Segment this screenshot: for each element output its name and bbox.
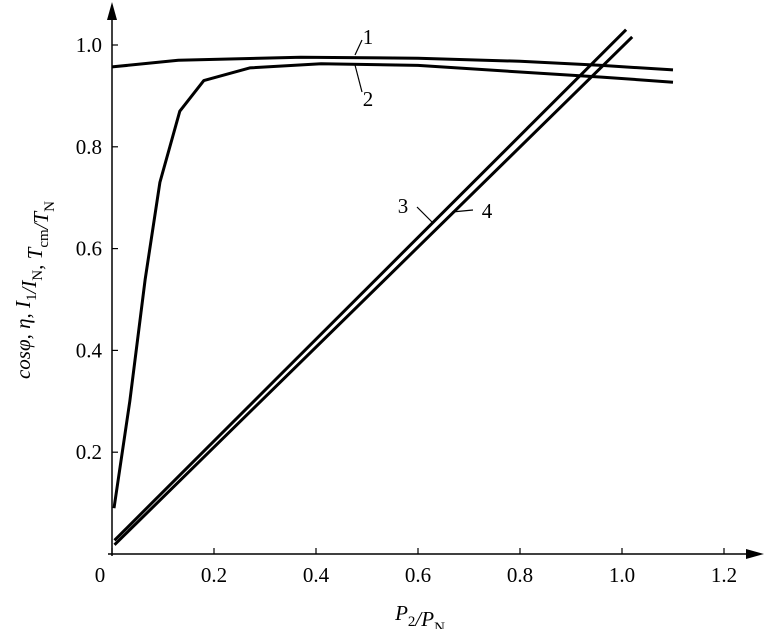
y-axis-label-text: , T xyxy=(23,246,47,270)
y-axis-label-sub: 1 xyxy=(24,294,40,302)
y-tick-label: 0.2 xyxy=(76,440,102,464)
y-axis-label-sub: N xyxy=(42,201,58,212)
x-axis-arrow xyxy=(746,549,764,559)
annotation-leader xyxy=(354,39,363,56)
x-axis-label-sub: 2 xyxy=(408,614,416,629)
y-axis-label-sub: N xyxy=(30,270,46,281)
y-tick-label: 0.8 xyxy=(76,135,102,159)
series-line xyxy=(113,28,628,542)
series-label: 2 xyxy=(363,87,374,111)
x-axis-label-text: P xyxy=(394,601,408,625)
y-axis-label-text: /T xyxy=(29,210,53,230)
annotation-leader xyxy=(354,64,363,93)
x-tick-label: 0.4 xyxy=(303,563,330,587)
y-axis-label-sub: cm xyxy=(36,229,52,248)
y-axis-label: cosφ, η, I1/IN, Tcm/TN xyxy=(11,201,58,379)
x-axis-label-sub: N xyxy=(434,620,445,629)
x-tick-label: 1.2 xyxy=(711,563,737,587)
x-tick-label: 0 xyxy=(95,563,106,587)
x-tick-label: 0.6 xyxy=(405,563,431,587)
x-tick-label: 0.8 xyxy=(507,563,533,587)
x-tick-label: 1.0 xyxy=(609,563,635,587)
x-tick-label: 0.2 xyxy=(201,563,227,587)
series-label: 1 xyxy=(363,25,374,49)
y-tick-label: 0.4 xyxy=(76,338,103,362)
y-tick-label: 1.0 xyxy=(76,33,102,57)
x-axis-label: P2/PN xyxy=(394,601,445,629)
y-axis-arrow xyxy=(107,2,117,20)
y-tick-label: 0.6 xyxy=(76,237,102,261)
x-axis-label-text: /P xyxy=(414,607,434,629)
annotation-leader xyxy=(416,206,433,223)
series-label: 3 xyxy=(398,194,409,218)
series-line xyxy=(112,62,674,509)
y-axis-label-text: cosφ, η, I xyxy=(11,300,35,379)
y-axis-label-text: /I xyxy=(17,280,41,295)
annotation-leader xyxy=(451,209,474,213)
series-line xyxy=(113,35,634,546)
series-label: 4 xyxy=(482,199,493,223)
